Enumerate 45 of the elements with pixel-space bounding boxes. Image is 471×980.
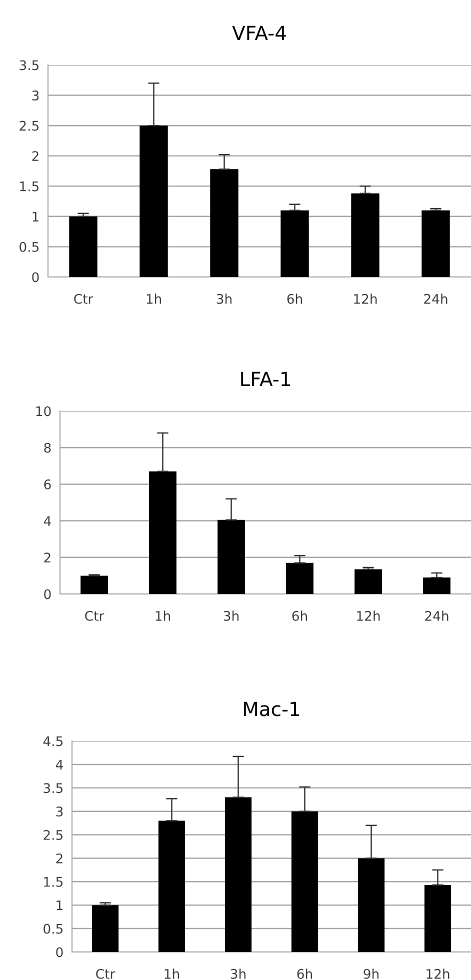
y-tick-label: 1.5 xyxy=(20,182,39,192)
x-tick-label: 6h xyxy=(297,968,312,979)
y-tick-label: 4 xyxy=(44,516,51,526)
x-tick-label: 1h xyxy=(146,294,162,304)
y-tick-label: 2.5 xyxy=(44,830,63,840)
y-tick-label: 2 xyxy=(32,151,38,161)
x-tick-label: 3h xyxy=(224,610,239,621)
x-tick-label: 12h xyxy=(354,294,377,304)
x-tick-label: 24h xyxy=(425,610,448,621)
x-tick-label: 6h xyxy=(287,294,302,304)
chart-title: Mac-1 xyxy=(244,702,300,716)
y-tick-label: 1 xyxy=(32,212,38,222)
x-tick-label: 3h xyxy=(230,968,246,979)
x-tick-label: 6h xyxy=(292,610,308,621)
y-tick-label: 1 xyxy=(56,900,62,910)
chart-title: LFA-1 xyxy=(241,372,290,386)
y-tick-label: 1.5 xyxy=(44,877,63,887)
y-tick-label: 2 xyxy=(44,552,50,562)
y-tick-label: 6 xyxy=(44,479,51,490)
y-tick-label: 0.5 xyxy=(20,242,39,252)
x-tick-label: 12h xyxy=(426,968,450,979)
x-tick-label: 3h xyxy=(216,294,232,304)
y-tick-label: 2.5 xyxy=(20,120,39,131)
x-tick-label: 1h xyxy=(156,610,170,621)
y-tick-label: 3.5 xyxy=(20,60,39,70)
y-tick-label: 10 xyxy=(36,406,51,416)
x-tick-label: 1h xyxy=(164,968,180,979)
y-tick-label: 0 xyxy=(32,272,39,282)
y-tick-label: 3 xyxy=(32,90,39,100)
x-tick-label: 24h xyxy=(424,294,448,304)
y-tick-label: 3.5 xyxy=(44,783,63,794)
y-tick-label: 8 xyxy=(44,442,51,453)
y-tick-label: 0 xyxy=(44,589,51,600)
y-tick-label: 3 xyxy=(56,806,63,817)
y-tick-label: 0 xyxy=(56,947,63,958)
y-tick-label: 0.5 xyxy=(44,924,63,934)
x-tick-label: 9h xyxy=(364,968,379,979)
x-tick-label: 12h xyxy=(357,610,380,621)
y-tick-label: 4 xyxy=(56,760,63,770)
x-tick-label: Ctr xyxy=(96,968,116,979)
x-tick-label: Ctr xyxy=(85,610,104,621)
y-tick-label: 4.5 xyxy=(43,736,63,746)
x-tick-label: Ctr xyxy=(74,294,94,304)
chart-title: VFA-4 xyxy=(232,26,286,40)
y-tick-label: 2 xyxy=(56,853,62,864)
